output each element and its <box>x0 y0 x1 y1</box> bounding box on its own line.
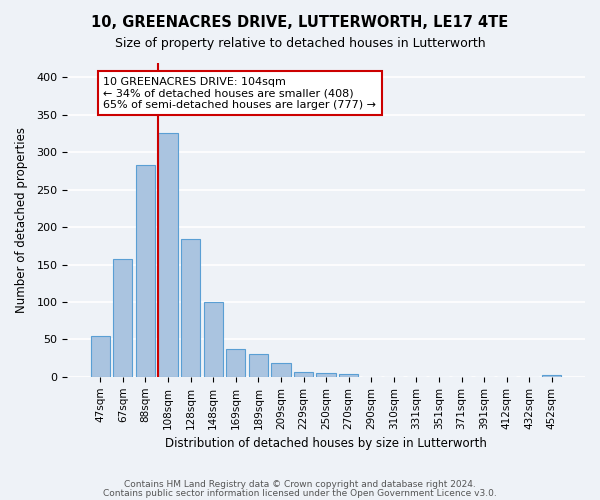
Bar <box>316 373 335 377</box>
Bar <box>181 239 200 377</box>
Y-axis label: Number of detached properties: Number of detached properties <box>15 126 28 312</box>
Bar <box>226 349 245 377</box>
Bar <box>113 258 133 377</box>
Text: Contains public sector information licensed under the Open Government Licence v3: Contains public sector information licen… <box>103 489 497 498</box>
Text: 10, GREENACRES DRIVE, LUTTERWORTH, LE17 4TE: 10, GREENACRES DRIVE, LUTTERWORTH, LE17 … <box>91 15 509 30</box>
Bar <box>136 165 155 377</box>
Bar <box>294 372 313 377</box>
Bar <box>249 354 268 377</box>
Bar <box>339 374 358 377</box>
Text: Contains HM Land Registry data © Crown copyright and database right 2024.: Contains HM Land Registry data © Crown c… <box>124 480 476 489</box>
X-axis label: Distribution of detached houses by size in Lutterworth: Distribution of detached houses by size … <box>165 437 487 450</box>
Bar <box>91 336 110 377</box>
Bar <box>203 302 223 377</box>
Bar <box>542 374 562 377</box>
Bar <box>271 364 290 377</box>
Text: Size of property relative to detached houses in Lutterworth: Size of property relative to detached ho… <box>115 38 485 51</box>
Text: 10 GREENACRES DRIVE: 104sqm
← 34% of detached houses are smaller (408)
65% of se: 10 GREENACRES DRIVE: 104sqm ← 34% of det… <box>103 76 376 110</box>
Bar <box>158 133 178 377</box>
